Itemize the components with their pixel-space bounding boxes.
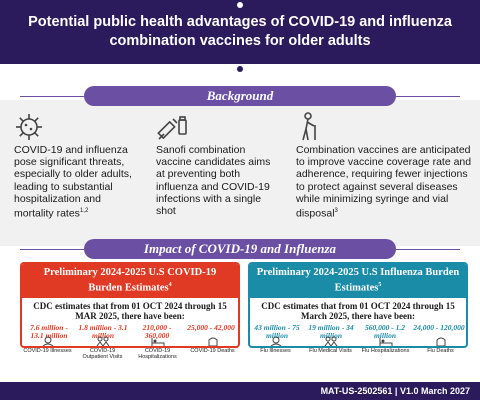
decor-dot: [237, 2, 243, 8]
covid-stats: 7.6 million - 13.1 million 1.8 million -…: [22, 324, 238, 340]
flu-stat-label: Flu Illnesses: [260, 348, 291, 354]
syringe-vial-icon: [156, 112, 280, 142]
flu-stat-value: 24,000 - 120,000: [413, 323, 465, 332]
covid-stat-label: COVID-19 Illnesses: [23, 348, 72, 354]
divider: [20, 249, 84, 250]
flu-burden-panel: Preliminary 2024-2025 U.S Influenza Burd…: [248, 262, 468, 348]
hospital-bed-icon: [151, 338, 164, 346]
flu-stat-label: Flu Deaths: [427, 348, 454, 354]
tombstone-icon: [436, 337, 445, 347]
flu-stat-label: Flu Medical Visits: [309, 348, 352, 354]
header-banner: Potential public health advantages of CO…: [0, 0, 480, 64]
covid-icon-row: COVID-19 Illnesses COVID-19 Outpatient V…: [20, 336, 240, 360]
reference-number: 1,2: [79, 208, 89, 215]
flu-panel-title: Preliminary 2024-2025 U.S Influenza Burd…: [250, 264, 466, 298]
virus-icon: [14, 112, 134, 142]
flu-panel-subtitle: CDC estimates that from 01 OCT 2024 thro…: [261, 301, 455, 321]
tombstone-icon: [208, 337, 217, 347]
covid-stat-label: COVID-19 Deaths: [190, 348, 235, 354]
hospital-bed-icon: [379, 338, 392, 346]
background-column-2: Sanofi combination vaccine candidates ai…: [156, 112, 280, 217]
flu-stat-value: 43 million - 75 million: [254, 323, 300, 340]
page-title: Potential public health advantages of CO…: [28, 14, 452, 49]
covid-stat-value: 1.8 million - 3.1 million: [78, 323, 128, 340]
elderly-person-icon: [296, 112, 472, 142]
background-text-1: COVID-19 and influenza pose significant …: [14, 144, 132, 220]
sick-person-icon: [270, 336, 281, 347]
decor-dot: [237, 66, 243, 72]
footer-bar: MAT-US-2502561 | V1.0 March 2027: [0, 382, 480, 400]
covid-stat-label: COVID-19 Hospitalizations: [138, 348, 177, 360]
flu-stat-value: 560,000 - 1.2 million: [365, 323, 405, 340]
flu-stats: 43 million - 75 million 19 million - 34 …: [250, 324, 466, 340]
divider: [396, 96, 460, 97]
reference-number: 5: [378, 282, 382, 289]
doctor-visit-icon: [324, 336, 337, 347]
flu-icon-row: Flu Illnesses Flu Medical Visits Flu Hos…: [248, 336, 468, 354]
covid-stat-value: 25,000 - 42,000: [187, 323, 235, 332]
background-section: [0, 100, 480, 246]
sick-person-icon: [42, 336, 53, 347]
doctor-visit-icon: [96, 336, 109, 347]
background-text-3: Combination vaccines are anticipated to …: [296, 144, 472, 220]
background-column-3: Combination vaccines are anticipated to …: [296, 112, 472, 220]
divider: [396, 249, 460, 250]
flu-stat-label: Flu Hospitalizations: [361, 348, 410, 354]
footer-code: MAT-US-2502561 | V1.0 March 2027: [320, 386, 470, 396]
flu-stat-value: 19 million - 34 million: [308, 323, 354, 340]
background-heading: Background: [84, 86, 396, 106]
covid-panel-subtitle: CDC estimates that from 01 OCT 2024 thro…: [33, 301, 227, 321]
impact-heading: Impact of COVID-19 and Influenza: [84, 239, 396, 259]
covid-stat-value: 210,000 - 360,000: [142, 323, 172, 340]
covid-stat-value: 7.6 million - 13.1 million: [30, 323, 68, 340]
reference-number: 4: [168, 282, 172, 289]
divider: [20, 96, 84, 97]
reference-number: 3: [334, 208, 338, 215]
covid-stat-label: COVID-19 Outpatient Visits: [82, 348, 123, 360]
covid-burden-panel: Preliminary 2024-2025 U.S COVID-19 Burde…: [20, 262, 240, 348]
background-column-1: COVID-19 and influenza pose significant …: [14, 112, 134, 220]
covid-panel-title: Preliminary 2024-2025 U.S COVID-19 Burde…: [22, 264, 238, 298]
background-text-2: Sanofi combination vaccine candidates ai…: [156, 144, 271, 218]
